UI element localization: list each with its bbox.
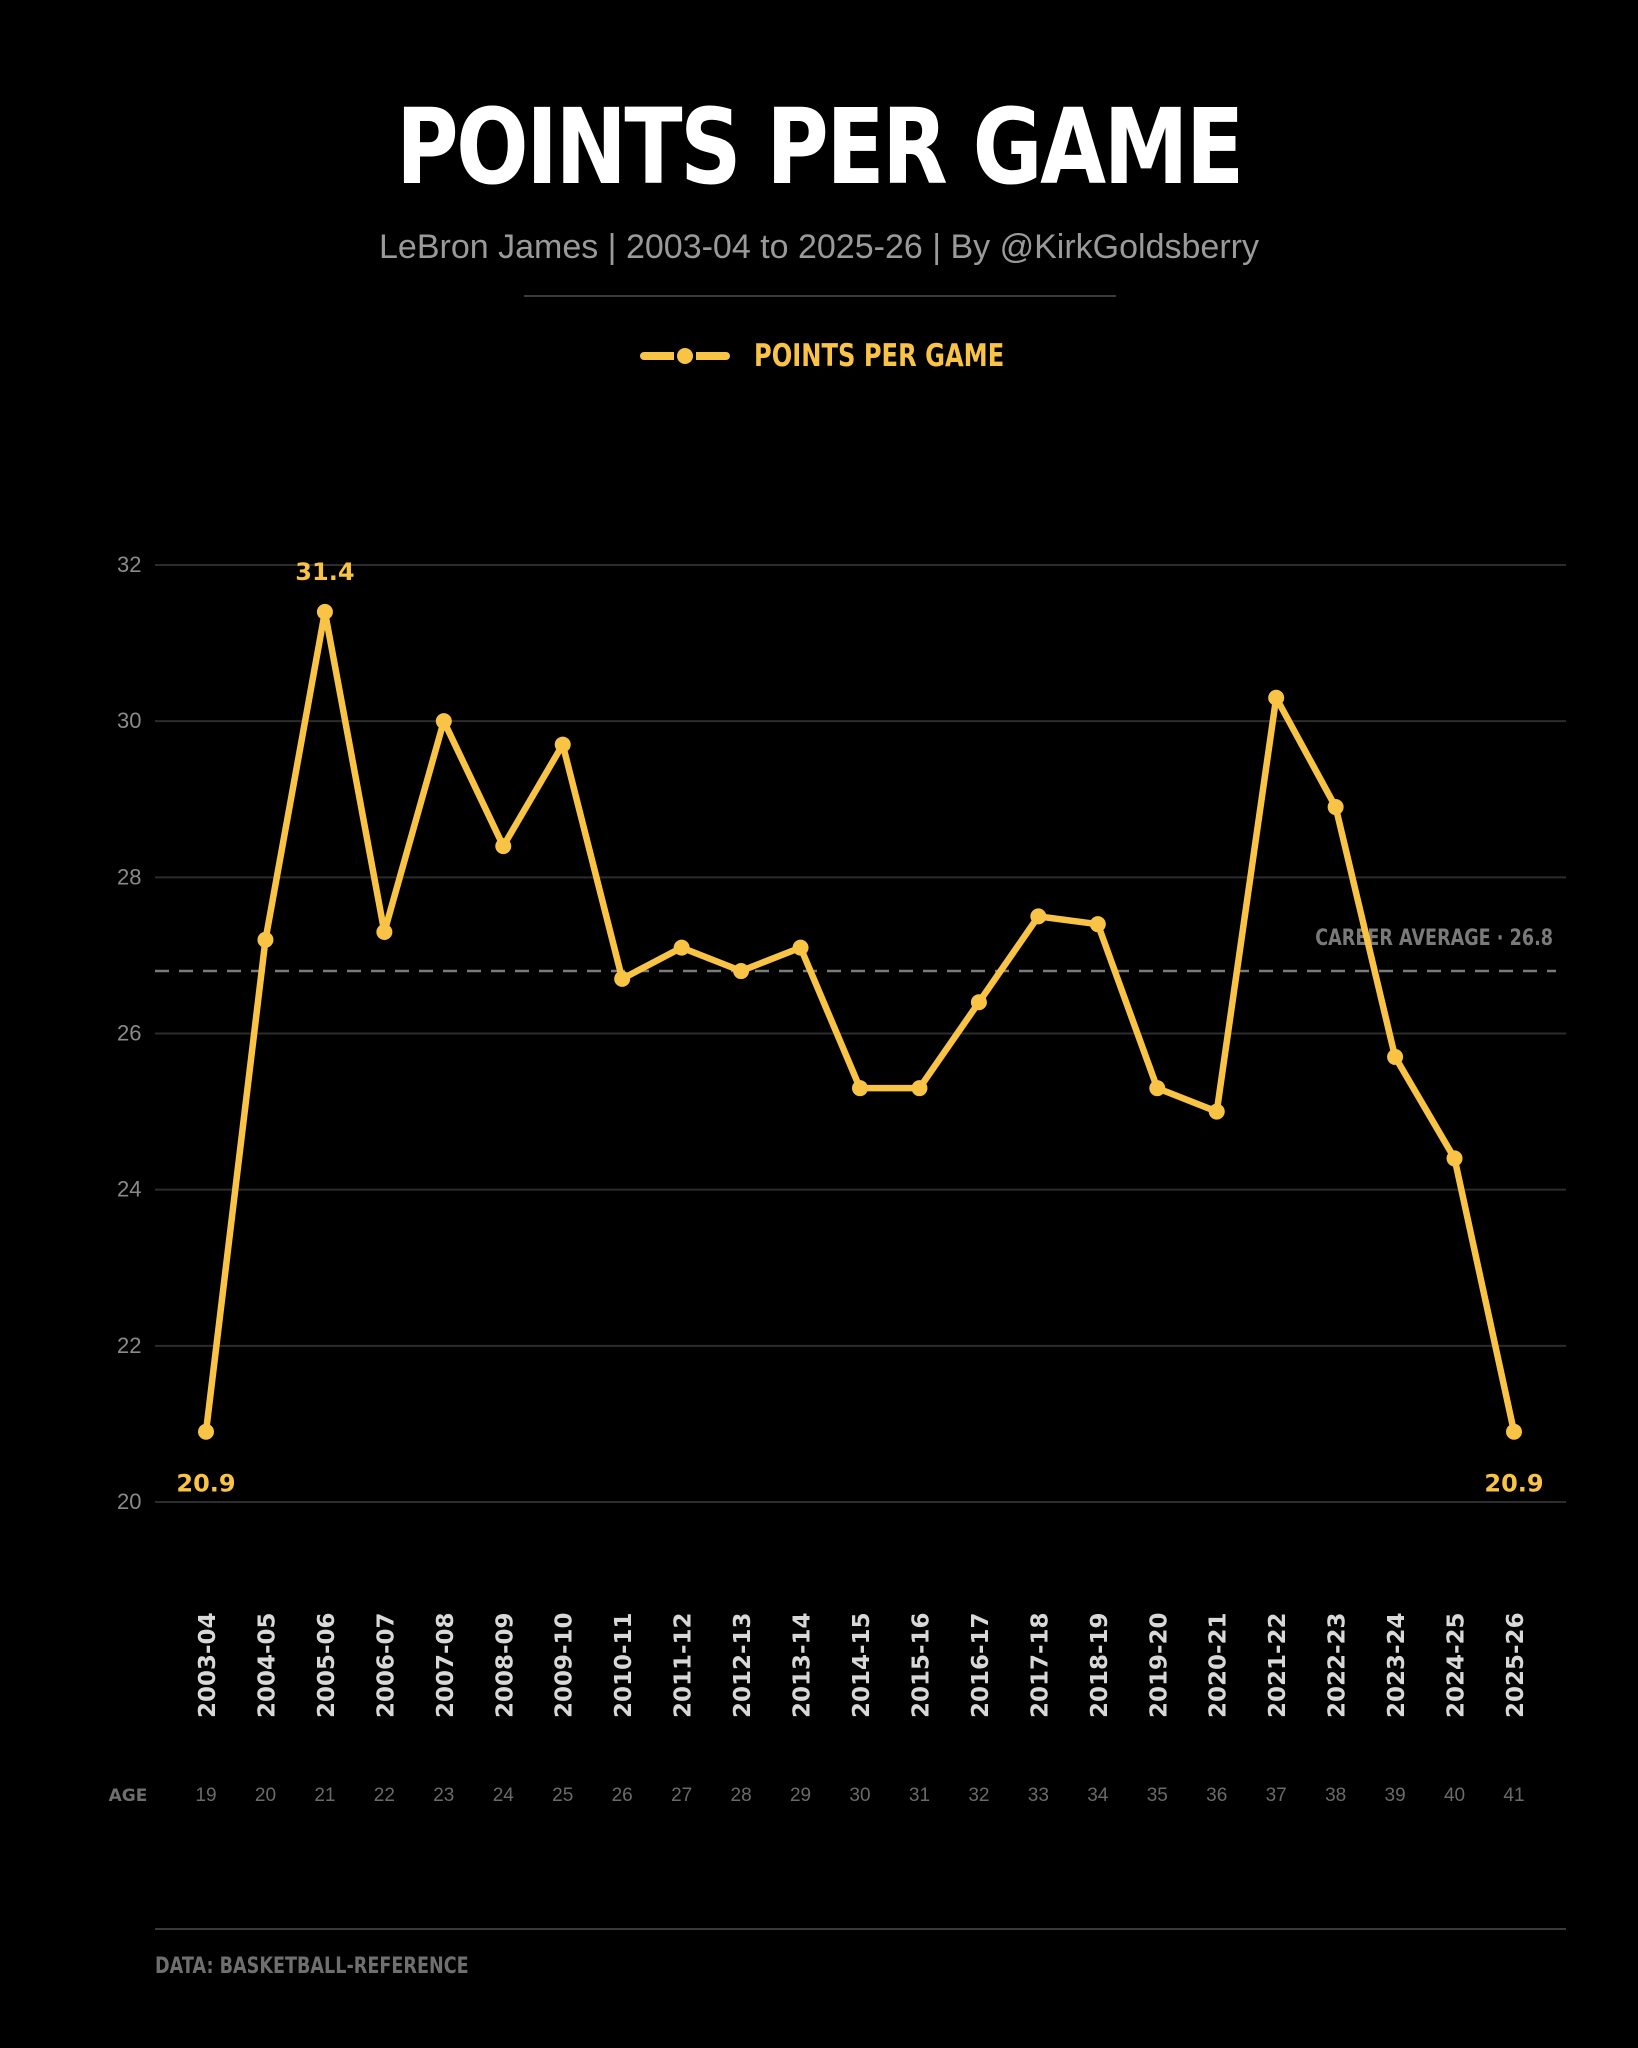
age-label: 31: [909, 1785, 930, 1806]
x-tick-label: 2018-19: [1087, 1612, 1113, 1718]
x-tick-label: 2010-11: [611, 1612, 637, 1718]
x-tick-label: 2017-18: [1027, 1612, 1053, 1718]
x-tick-label: 2012-13: [730, 1612, 756, 1718]
age-label: 19: [195, 1785, 216, 1806]
data-label: 31.4: [295, 558, 354, 586]
age-label: 35: [1147, 1785, 1168, 1806]
subtitle-divider: [524, 295, 1116, 297]
x-tick-label: 2004-05: [254, 1612, 280, 1718]
y-tick-label: 22: [117, 1333, 141, 1358]
age-label: 33: [1028, 1785, 1049, 1806]
x-tick-label: 2011-12: [671, 1612, 697, 1718]
age-label: 39: [1385, 1785, 1406, 1806]
data-point: [376, 923, 393, 940]
series-line: [202, 608, 1518, 1435]
age-label: 25: [552, 1785, 573, 1806]
legend-label: POINTS PER GAME: [754, 338, 1005, 374]
data-point: [970, 994, 987, 1011]
x-tick-label: 2006-07: [373, 1612, 399, 1718]
data-point: [792, 939, 809, 956]
data-point: [1506, 1423, 1522, 1440]
data-point: [1387, 1048, 1404, 1065]
data-point: [1149, 1080, 1166, 1097]
x-tick-label: 2015-16: [908, 1612, 934, 1718]
data-point: [911, 1080, 928, 1097]
x-tick-label: 2005-06: [314, 1612, 340, 1718]
chart-title: POINTS PER GAME: [396, 86, 1244, 208]
y-tick-label: 28: [117, 864, 141, 889]
x-tick-label: 2020-21: [1206, 1612, 1232, 1718]
data-source: DATA: BASKETBALL-REFERENCE: [155, 1954, 469, 1979]
data-point: [554, 736, 571, 753]
y-tick-label: 24: [117, 1177, 141, 1202]
x-tick-label: 2003-04: [195, 1612, 221, 1718]
x-tick-label: 2024-25: [1444, 1612, 1470, 1718]
age-label: 38: [1325, 1785, 1346, 1806]
age-label: 29: [790, 1785, 811, 1806]
data-label: 20.9: [176, 1470, 235, 1498]
x-tick-label: 2016-17: [968, 1612, 994, 1718]
age-label: 26: [612, 1785, 633, 1806]
x-tick-label: 2007-08: [433, 1612, 459, 1718]
x-tick-label: 2013-14: [790, 1612, 816, 1718]
x-tick-label: 2025-26: [1503, 1612, 1529, 1718]
footer-divider: [155, 1928, 1566, 1930]
age-label: 23: [433, 1785, 454, 1806]
data-point: [316, 603, 333, 620]
age-label: 37: [1266, 1785, 1287, 1806]
data-point: [733, 963, 750, 980]
chart-subtitle: LeBron James | 2003-04 to 2025-26 | By @…: [379, 228, 1259, 266]
y-tick-label: 20: [117, 1489, 141, 1514]
data-point: [198, 1423, 214, 1440]
age-label: 24: [493, 1785, 515, 1806]
x-tick-label: 2019-20: [1146, 1612, 1172, 1718]
age-label: 36: [1206, 1785, 1227, 1806]
age-label: 40: [1444, 1785, 1465, 1806]
data-point: [673, 939, 690, 956]
data-label: 20.9: [1484, 1470, 1543, 1498]
data-point: [1030, 908, 1047, 925]
y-tick-label: 32: [117, 552, 141, 577]
data-point: [1208, 1103, 1225, 1120]
x-tick-label: 2008-09: [492, 1612, 518, 1718]
y-tick-label: 30: [117, 708, 141, 733]
x-tick-label: 2014-15: [849, 1612, 875, 1718]
age-label: 41: [1503, 1785, 1524, 1806]
legend: POINTS PER GAME: [640, 336, 1075, 376]
age-label: 27: [671, 1785, 692, 1806]
y-tick-label: 26: [117, 1021, 141, 1046]
data-point: [1268, 689, 1285, 706]
data-point: [435, 713, 452, 730]
age-row-label: AGE: [109, 1786, 148, 1806]
data-point: [614, 970, 631, 987]
x-tick-label: 2023-24: [1384, 1612, 1410, 1718]
data-point: [852, 1080, 868, 1097]
age-label: 28: [731, 1785, 752, 1806]
career-average-label: CAREER AVERAGE · 26.8: [1315, 925, 1553, 950]
data-point: [1327, 799, 1344, 816]
age-label: 32: [968, 1785, 989, 1806]
age-label: 34: [1087, 1785, 1109, 1806]
data-point: [257, 931, 274, 948]
age-label: 21: [314, 1785, 335, 1806]
data-point: [1446, 1150, 1463, 1167]
data-point: [495, 838, 512, 855]
age-label: 20: [255, 1785, 276, 1806]
x-tick-label: 2009-10: [552, 1612, 578, 1718]
data-point: [1089, 916, 1106, 933]
x-tick-label: 2021-22: [1265, 1612, 1291, 1718]
age-label: 30: [849, 1785, 870, 1806]
age-label: 22: [374, 1785, 395, 1806]
x-tick-label: 2022-23: [1325, 1612, 1351, 1718]
legend-line-marker-icon: [640, 348, 730, 364]
